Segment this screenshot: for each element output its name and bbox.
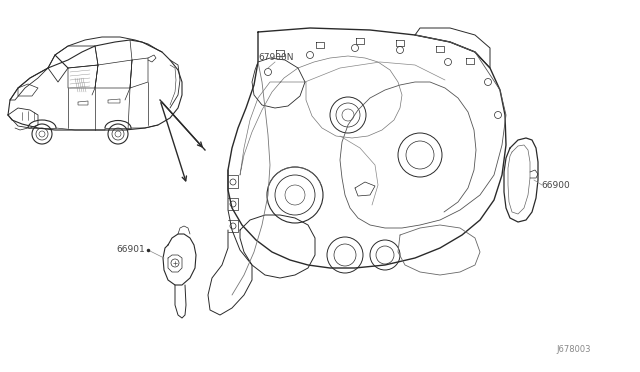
Text: 66901: 66901 (116, 246, 145, 254)
Text: 66900: 66900 (541, 180, 570, 189)
Text: 67900N: 67900N (258, 53, 294, 62)
Text: J678003: J678003 (556, 346, 591, 355)
